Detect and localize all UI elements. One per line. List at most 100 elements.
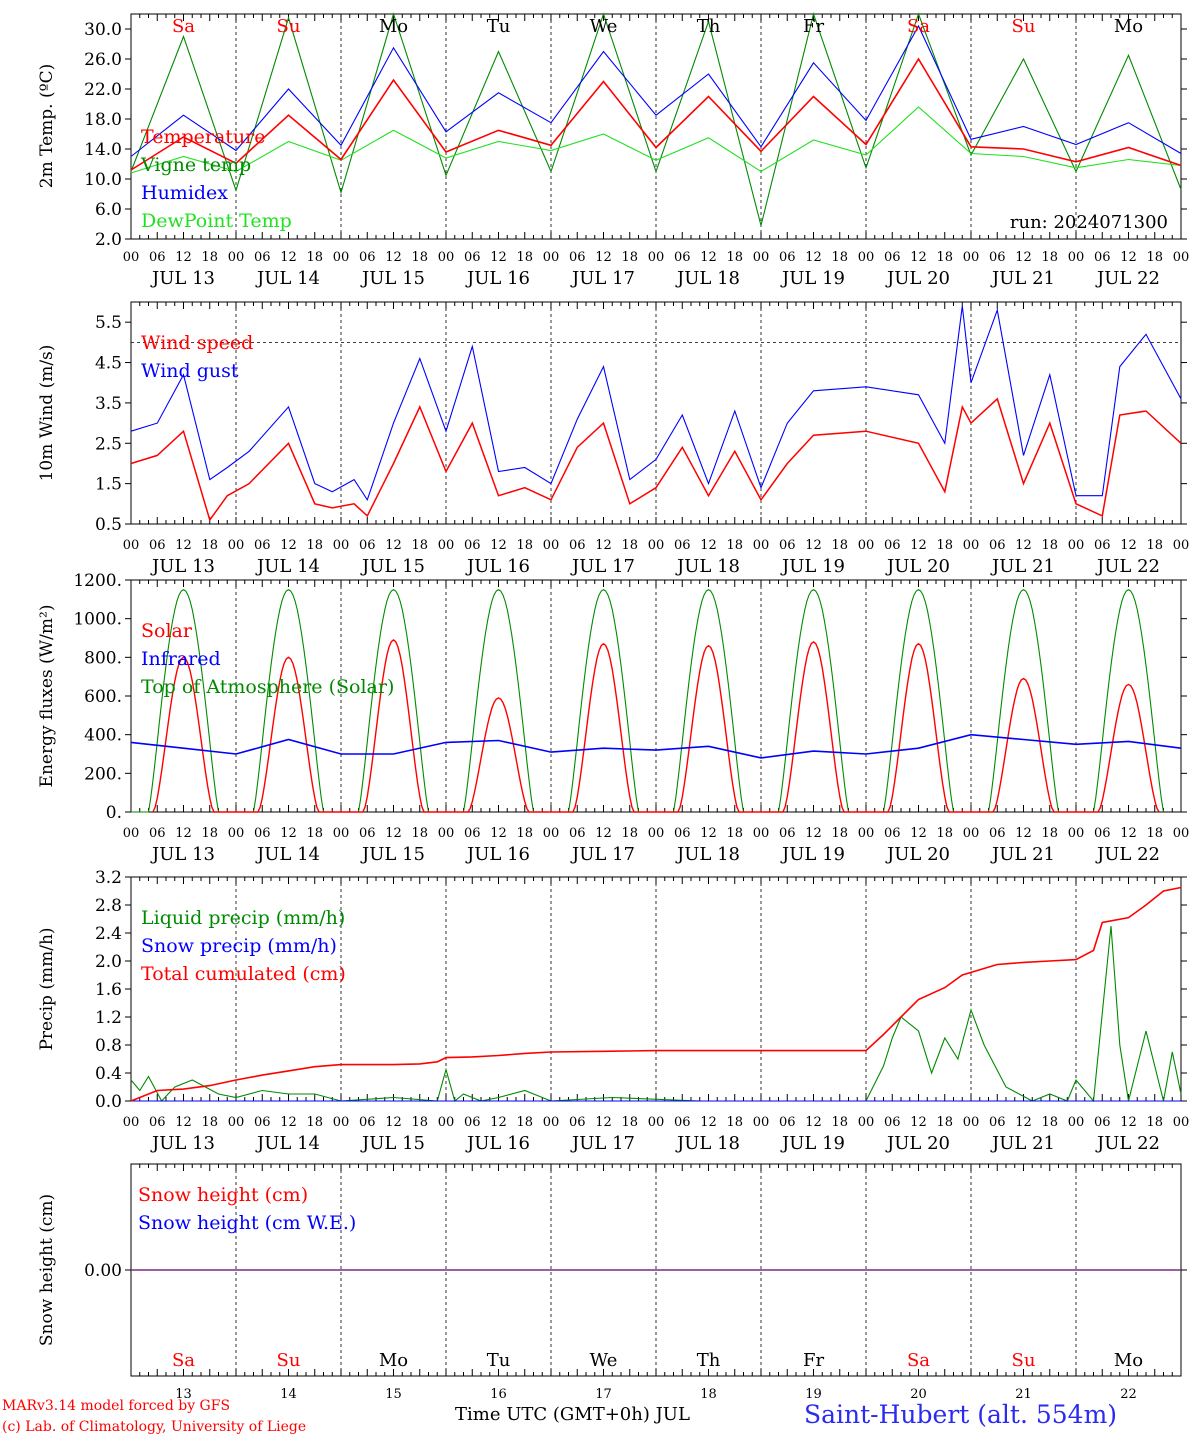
credit-line-model: MARv3.14 model forced by GFS: [2, 1398, 231, 1414]
row1-hour-label: 12: [175, 250, 192, 265]
row4-hour-label: 06: [149, 1115, 166, 1130]
row4-hour-label: 00: [333, 1115, 350, 1130]
toa-solar-line: [131, 589, 1165, 813]
temperature-y-tick-label: 18.0: [84, 110, 122, 130]
bottom-day-label: Su: [277, 1350, 301, 1371]
temperature-legend-0: Temperature: [141, 126, 265, 148]
bottom-day-label: Su: [1012, 1350, 1036, 1371]
precip-y-tick-label: 2.0: [95, 952, 122, 972]
row2-hour-label: 06: [569, 538, 586, 553]
precip-y-tick-label: 0.8: [95, 1036, 122, 1056]
row4-hour-label: 00: [543, 1115, 560, 1130]
top-day-label: Sa: [907, 16, 930, 37]
row2-hour-label: 18: [516, 538, 533, 553]
wind-y-tick-label: 4.5: [95, 354, 122, 374]
row3-hour-label: 00: [123, 826, 140, 841]
row1-date-label: JUL 14: [255, 268, 320, 289]
bottom-day-label: Th: [697, 1350, 721, 1371]
row1-hour-label: 06: [1094, 250, 1111, 265]
wind-y-tick-label: 5.5: [95, 313, 122, 333]
row2-hour-label: 00: [333, 538, 350, 553]
snow-legend-1: Snow height (cm W.E.): [138, 1212, 356, 1234]
row4-hour-label: 12: [490, 1115, 507, 1130]
bottom-day-label: Tu: [487, 1350, 511, 1371]
dewpoint-line: [130, 106, 1182, 174]
wind-legend-0: Wind speed: [141, 332, 253, 354]
row3-hour-label: 12: [385, 826, 402, 841]
row2-hour-label: 06: [884, 538, 901, 553]
precip-y-tick-label: 1.2: [95, 1008, 122, 1028]
date-number-label: 21: [1015, 1387, 1032, 1402]
bottom-day-label: Mo: [1114, 1350, 1143, 1371]
row3-date-label: JUL 14: [255, 844, 320, 865]
row3-date-label: JUL 20: [885, 844, 950, 865]
row3-hour-label: 18: [411, 826, 428, 841]
row4-hour-label: 00: [963, 1115, 980, 1130]
row3-date-label: JUL 22: [1095, 844, 1160, 865]
row3-hour-label: 00: [648, 826, 665, 841]
row1-hour-label: 06: [779, 250, 796, 265]
row4-hour-label: 06: [569, 1115, 586, 1130]
date-number-label: 17: [595, 1387, 612, 1402]
row2-hour-label: 12: [595, 538, 612, 553]
row2-hour-label: 12: [700, 538, 717, 553]
row3-date-label: JUL 17: [570, 844, 635, 865]
row4-date-label: JUL 15: [360, 1133, 425, 1154]
row3-hour-label: 18: [831, 826, 848, 841]
date-number-label: 20: [910, 1387, 927, 1402]
row3-hour-label: 06: [989, 826, 1006, 841]
top-day-label: Sa: [172, 16, 195, 37]
row1-hour-label: 12: [910, 250, 927, 265]
precip-y-tick-label: 0.4: [95, 1064, 122, 1084]
row3-hour-label: 12: [280, 826, 297, 841]
run-label: run: 2024071300: [1010, 212, 1168, 233]
row4-hour-label: 06: [359, 1115, 376, 1130]
row1-hour-label: 18: [411, 250, 428, 265]
temperature-y-tick-label: 14.0: [84, 140, 122, 160]
row4-hour-label: 00: [228, 1115, 245, 1130]
row2-hour-label: 18: [621, 538, 638, 553]
row2-hour-label: 06: [464, 538, 481, 553]
row3-hour-label: 06: [359, 826, 376, 841]
top-day-label: Fr: [803, 16, 824, 37]
row1-hour-label: 06: [359, 250, 376, 265]
row1-date-label: JUL 18: [675, 268, 740, 289]
bottom-day-label: We: [590, 1350, 618, 1371]
row4-hour-label: 18: [201, 1115, 218, 1130]
row1-hour-label: 06: [149, 250, 166, 265]
row3-hour-label: 06: [884, 826, 901, 841]
wind-y-axis-label: 10m Wind (m/s): [37, 345, 57, 482]
row1-hour-label: 12: [280, 250, 297, 265]
row3-hour-label: 12: [1015, 826, 1032, 841]
energy-legend-0: Solar: [141, 620, 193, 642]
row2-hour-label: 18: [1146, 538, 1163, 553]
row3-hour-label: 00: [543, 826, 560, 841]
vigne-temp-line: [130, 12, 1182, 226]
row4-hour-label: 12: [700, 1115, 717, 1130]
energy-y-tick-label: 1200.: [73, 571, 122, 591]
row3-hour-label: 18: [621, 826, 638, 841]
row4-date-label: JUL 19: [780, 1133, 845, 1154]
station-name: Saint-Hubert (alt. 554m): [804, 1400, 1118, 1429]
row4-hour-label: 06: [254, 1115, 271, 1130]
date-number-label: 16: [490, 1387, 507, 1402]
precip-legend-0: Liquid precip (mm/h): [141, 907, 345, 929]
wind-speed-line: [130, 397, 1182, 522]
row1-hour-label: 00: [438, 250, 455, 265]
humidex-line: [130, 24, 1182, 157]
precip-panel: 0.0 0.4 0.8 1.2 1.6 2.0 2.4 2.8 3.2 Precip (mm/h): [37, 868, 1187, 1112]
row2-hour-label: 00: [753, 538, 770, 553]
row2-hour-label: 06: [674, 538, 691, 553]
row4-hour-label: 00: [858, 1115, 875, 1130]
top-day-label: Su: [1012, 16, 1036, 37]
top-day-label: Th: [697, 16, 721, 37]
date-number-label: 22: [1120, 1387, 1137, 1402]
row2-hour-label: 00: [858, 538, 875, 553]
row1-hour-label: 06: [674, 250, 691, 265]
row1-hour-label: 12: [385, 250, 402, 265]
row4-hour-label: 18: [516, 1115, 533, 1130]
row1-date-label: JUL 16: [465, 268, 530, 289]
row1-hour-label: 12: [700, 250, 717, 265]
row2-hour-label: 06: [989, 538, 1006, 553]
snow-panel: 0.00 Snow height (cm): [37, 1163, 1187, 1377]
